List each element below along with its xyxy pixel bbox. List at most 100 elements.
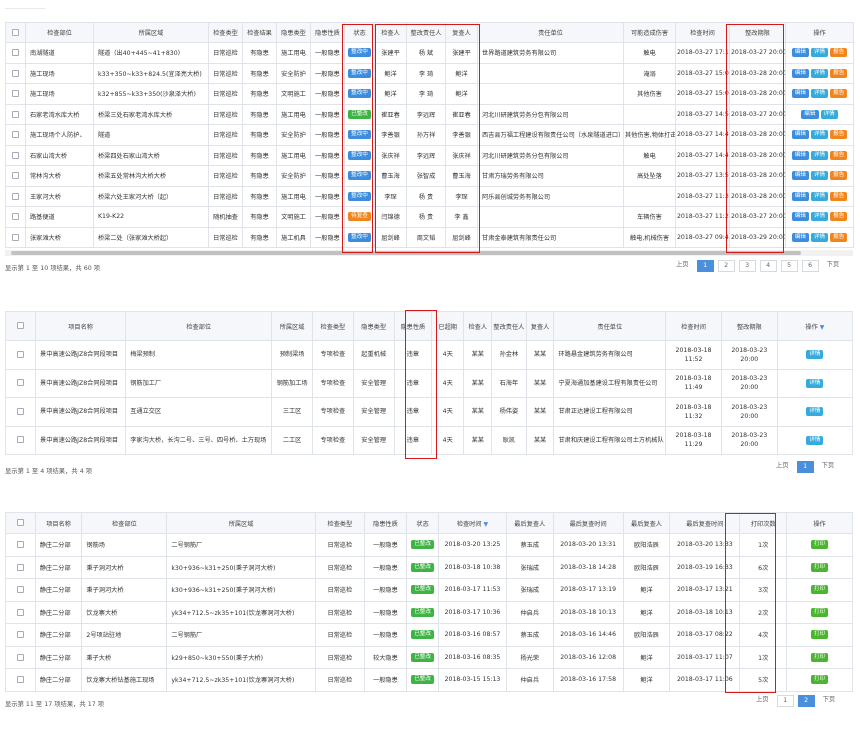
detail-button[interactable]: 详情: [806, 407, 824, 416]
edit-button[interactable]: 编辑: [791, 171, 809, 181]
horizontal-scrollbar[interactable]: [5, 250, 853, 256]
row-checkbox[interactable]: [12, 213, 19, 220]
edit-button[interactable]: 编辑: [791, 191, 809, 201]
table-cell: 2018-03-18 11:29: [665, 425, 722, 455]
row-checkbox[interactable]: [12, 49, 19, 56]
table-cell: 静庄二分部: [34, 600, 83, 624]
detail-button[interactable]: 详情: [806, 378, 824, 388]
edit-button[interactable]: 编辑: [791, 212, 809, 222]
table-cell: 钢筋加工场: [271, 368, 313, 398]
print-button[interactable]: 打印: [810, 630, 829, 640]
prev-page-button[interactable]: 上页: [676, 261, 689, 268]
row-checkbox[interactable]: [12, 90, 19, 97]
row-checkbox[interactable]: [16, 608, 24, 616]
select-all-checkbox[interactable]: [17, 322, 25, 330]
table-cell: 河北川研建筑劳务分包有限公司: [477, 103, 624, 125]
row-checkbox[interactable]: [16, 541, 24, 548]
page-6-button[interactable]: 6: [801, 260, 819, 272]
row-checkbox[interactable]: [17, 379, 25, 387]
row-checkbox[interactable]: [17, 436, 25, 444]
page-1-button[interactable]: 1: [796, 461, 814, 473]
row-checkbox[interactable]: [12, 192, 19, 200]
prev-page-button[interactable]: 上页: [756, 696, 769, 703]
row-checkbox[interactable]: [16, 631, 24, 638]
page-3-button[interactable]: 3: [738, 260, 756, 272]
row-checkbox[interactable]: [16, 676, 24, 683]
page-1-button[interactable]: 1: [696, 260, 714, 272]
page-2-button[interactable]: 2: [797, 695, 815, 707]
select-all-checkbox[interactable]: [16, 519, 24, 527]
table-cell: 桥梁五处常林沟大桥大桥: [93, 165, 209, 187]
detail-button[interactable]: 详情: [806, 350, 824, 359]
print-button[interactable]: 打印: [810, 562, 829, 572]
detail-button[interactable]: 详情: [810, 89, 829, 99]
table-cell: 专项检查: [311, 340, 354, 370]
edit-button[interactable]: 编辑: [791, 48, 809, 58]
print-button[interactable]: 打印: [810, 675, 829, 685]
edit-button[interactable]: 编辑: [791, 89, 809, 99]
row-checkbox[interactable]: [12, 110, 19, 118]
row-checkbox[interactable]: [12, 151, 19, 159]
table-cell: 桥梁三处石家老湾水库大桥: [93, 103, 209, 125]
row-checkbox[interactable]: [12, 69, 19, 77]
row-checkbox[interactable]: [16, 563, 24, 571]
report-button[interactable]: 报告: [830, 48, 848, 58]
table-cell: 一般隐患: [363, 533, 408, 557]
prev-page-button[interactable]: 上页: [776, 462, 789, 469]
detail-button[interactable]: 详情: [810, 232, 829, 242]
next-page-button[interactable]: 下页: [826, 261, 840, 268]
report-button[interactable]: 报告: [830, 232, 848, 242]
report-button[interactable]: 报告: [830, 130, 848, 140]
print-button[interactable]: 打印: [810, 540, 829, 550]
detail-button[interactable]: 详情: [810, 150, 829, 160]
detail-button[interactable]: 详情: [810, 191, 829, 201]
detail-button[interactable]: 详情: [810, 48, 829, 58]
table-cell: 2018-03-16 14:46: [552, 623, 624, 647]
report-button[interactable]: 报告: [830, 89, 848, 99]
report-button[interactable]: 报告: [830, 68, 848, 78]
next-page-button[interactable]: 下页: [822, 696, 836, 703]
row-checkbox[interactable]: [12, 172, 19, 179]
report-button[interactable]: 报告: [830, 171, 848, 181]
row-checkbox[interactable]: [16, 586, 24, 593]
detail-button[interactable]: 详情: [810, 171, 829, 181]
row-checkbox[interactable]: [17, 407, 25, 415]
table-cell: 张建平: [445, 42, 478, 64]
print-button[interactable]: 打印: [810, 585, 829, 595]
column-header: 检查类型: [311, 311, 354, 341]
detail-button[interactable]: 详情: [810, 212, 829, 222]
report-button[interactable]: 报告: [830, 191, 848, 201]
report-button[interactable]: 报告: [830, 150, 848, 160]
page-5-button[interactable]: 5: [780, 260, 798, 272]
next-page-button[interactable]: 下页: [821, 462, 835, 469]
print-button[interactable]: 打印: [810, 607, 829, 617]
row-checkbox[interactable]: [12, 233, 19, 241]
edit-button[interactable]: 编辑: [801, 109, 819, 119]
table-cell: 李善银: [374, 124, 407, 146]
select-all-checkbox[interactable]: [12, 28, 19, 36]
column-header: 隐患性质: [310, 22, 345, 43]
table1-pagination: 上页 1 2 3 4 5 6 下页: [672, 260, 843, 272]
sort-icon[interactable]: ▼: [481, 520, 489, 528]
page-4-button[interactable]: 4: [759, 260, 777, 272]
row-checkbox[interactable]: [12, 131, 19, 138]
actions-cell: 编辑 详情: [785, 103, 854, 125]
status-badge: 待复查: [348, 212, 371, 222]
report-button[interactable]: 报告: [830, 212, 848, 222]
edit-button[interactable]: 编辑: [791, 150, 809, 160]
detail-button[interactable]: 详情: [806, 435, 824, 445]
table-cell: 景中高速公路JZ8合同段项目: [35, 340, 127, 370]
column-header: 状态: [344, 22, 375, 43]
edit-button[interactable]: 编辑: [791, 130, 809, 140]
page-2-button[interactable]: 2: [717, 260, 735, 272]
edit-button[interactable]: 编辑: [791, 232, 809, 242]
page-1-button[interactable]: 1: [776, 695, 794, 707]
row-checkbox[interactable]: [16, 653, 24, 661]
sort-icon[interactable]: ▼: [817, 323, 825, 331]
edit-button[interactable]: 编辑: [791, 68, 809, 78]
row-checkbox[interactable]: [17, 350, 25, 358]
detail-button[interactable]: 详情: [810, 130, 829, 140]
print-button[interactable]: 打印: [810, 652, 829, 662]
detail-button[interactable]: 详情: [820, 109, 838, 119]
detail-button[interactable]: 详情: [810, 68, 829, 78]
